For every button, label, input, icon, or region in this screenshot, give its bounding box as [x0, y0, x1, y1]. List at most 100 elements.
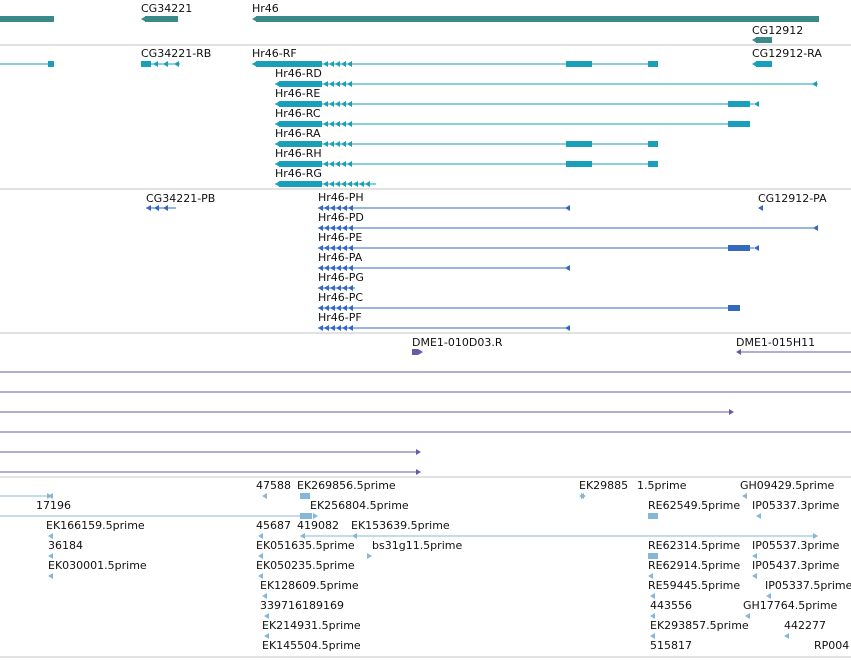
est-label[interactable]: bs31g11.5prime [372, 539, 462, 552]
transcript-exon[interactable] [279, 141, 322, 147]
transcript-arrow[interactable] [359, 181, 364, 187]
protein-arrow[interactable] [336, 265, 341, 271]
transcript-arrow[interactable] [347, 121, 352, 127]
protein-label[interactable]: Hr46-PD [318, 211, 364, 224]
protein-arrow[interactable] [348, 265, 353, 271]
protein-arrow[interactable] [348, 225, 353, 231]
protein-arrow[interactable] [342, 285, 347, 291]
protein-arrow[interactable] [336, 285, 341, 291]
protein-arrow[interactable] [348, 325, 353, 331]
transcript-arrow[interactable] [341, 101, 346, 107]
transcript-exon[interactable] [566, 141, 592, 147]
transcript-arrow[interactable] [335, 181, 340, 187]
est-label[interactable]: EK145504.5prime [262, 639, 361, 652]
protein-arrow[interactable] [336, 225, 341, 231]
transcript-exon[interactable] [48, 61, 54, 67]
gene-strand-arrow[interactable] [141, 16, 146, 22]
cdna-arrow[interactable] [736, 349, 741, 355]
transcript-arrow[interactable] [812, 81, 817, 87]
protein-arrow[interactable] [758, 205, 763, 211]
protein-arrow[interactable] [324, 205, 329, 211]
est-arrow[interactable] [48, 553, 53, 559]
protein-arrow[interactable] [342, 205, 347, 211]
transcript-label[interactable]: Hr46-RC [275, 107, 321, 120]
protein-arrow[interactable] [336, 205, 341, 211]
protein-arrow[interactable] [318, 285, 323, 291]
protein-block[interactable] [728, 245, 750, 251]
est-label[interactable]: EK269856.5prime [297, 479, 396, 492]
transcript-arrow[interactable] [341, 121, 346, 127]
gene-bar[interactable] [145, 16, 178, 22]
transcript-arrow[interactable] [335, 101, 340, 107]
est-label[interactable]: 419082 [297, 519, 339, 532]
transcript-arrow[interactable] [353, 181, 358, 187]
protein-label[interactable]: Hr46-PF [318, 311, 362, 324]
gene-strand-arrow[interactable] [752, 37, 757, 43]
protein-label[interactable]: CG34221-PB [146, 192, 215, 205]
protein-arrow[interactable] [324, 325, 329, 331]
transcript-arrow[interactable] [275, 121, 280, 127]
transcript-label[interactable]: Hr46-RE [275, 87, 320, 100]
est-arrow[interactable] [648, 573, 653, 579]
protein-arrow[interactable] [318, 225, 323, 231]
transcript-arrow[interactable] [341, 61, 346, 67]
transcript-exon[interactable] [279, 181, 322, 187]
est-label[interactable]: EK214931.5prime [262, 619, 361, 632]
est-label[interactable]: EK030001.5prime [48, 559, 147, 572]
transcript-exon[interactable] [566, 61, 592, 67]
transcript-label[interactable]: CG34221-RB [141, 47, 211, 60]
est-label[interactable]: IP05337.5prime [765, 579, 851, 592]
est-label[interactable]: GH09429.5prime [740, 479, 835, 492]
est-arrow[interactable] [264, 633, 269, 639]
transcript-arrow[interactable] [153, 61, 158, 67]
protein-arrow[interactable] [330, 305, 335, 311]
est-label[interactable]: RP004 [814, 639, 849, 652]
est-label[interactable]: EK050235.5prime [256, 559, 355, 572]
est-arrow[interactable] [262, 493, 267, 499]
est-arrow[interactable] [752, 553, 757, 559]
transcript-label[interactable]: Hr46-RF [252, 47, 297, 60]
est-label[interactable]: EK256804.5prime [310, 499, 409, 512]
transcript-arrow[interactable] [341, 161, 346, 167]
est-label[interactable]: GH17764.5prime [743, 599, 838, 612]
protein-arrow[interactable] [342, 265, 347, 271]
est-arrow[interactable] [766, 593, 771, 599]
transcript-arrow[interactable] [347, 141, 352, 147]
cdna-block[interactable] [412, 349, 418, 355]
transcript-label[interactable]: Hr46-RH [275, 147, 322, 160]
protein-arrow[interactable] [324, 225, 329, 231]
transcript-arrow[interactable] [335, 121, 340, 127]
transcript-exon[interactable] [648, 161, 658, 167]
gene-label[interactable]: CG34221 [141, 2, 192, 15]
transcript-arrow[interactable] [335, 161, 340, 167]
est-arrow[interactable] [650, 593, 655, 599]
cdna-arrow[interactable] [416, 469, 421, 475]
cdna-label[interactable]: DME1-010D03.R [412, 336, 503, 349]
est-label[interactable]: 1.5prime [637, 479, 687, 492]
est-arrow[interactable] [313, 513, 318, 519]
transcript-exon[interactable] [566, 161, 592, 167]
transcript-arrow[interactable] [341, 141, 346, 147]
est-label[interactable]: EK128609.5prime [260, 579, 359, 592]
transcript-arrow[interactable] [341, 181, 346, 187]
transcript-arrow[interactable] [347, 181, 352, 187]
est-arrow[interactable] [650, 633, 655, 639]
est-arrow[interactable] [48, 533, 53, 539]
transcript-arrow[interactable] [329, 141, 334, 147]
protein-label[interactable]: Hr46-PH [318, 191, 364, 204]
gene-label[interactable]: Hr46 [252, 2, 279, 15]
est-label[interactable]: 45687 [256, 519, 291, 532]
est-arrow[interactable] [258, 533, 263, 539]
transcript-exon[interactable] [279, 161, 322, 167]
protein-arrow[interactable] [330, 325, 335, 331]
est-arrow[interactable] [650, 613, 655, 619]
cdna-arrow[interactable] [416, 449, 421, 455]
est-arrow[interactable] [352, 533, 357, 539]
est-arrow[interactable] [262, 593, 267, 599]
protein-arrow[interactable] [342, 245, 347, 251]
transcript-arrow[interactable] [323, 101, 328, 107]
transcript-arrow[interactable] [329, 81, 334, 87]
gene-bar[interactable] [756, 37, 772, 43]
protein-arrow[interactable] [813, 225, 818, 231]
transcript-arrow[interactable] [347, 161, 352, 167]
